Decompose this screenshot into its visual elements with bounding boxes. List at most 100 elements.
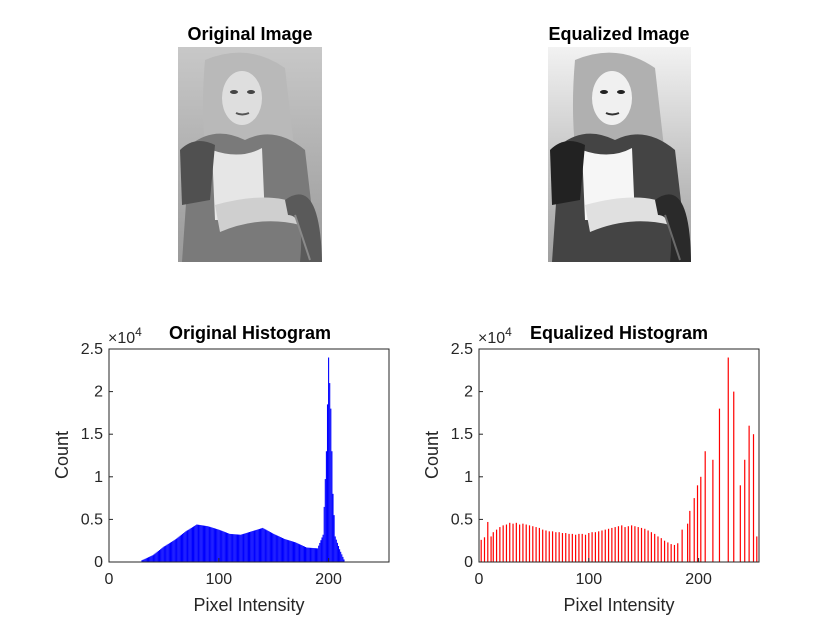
equalized-histogram-bar [618,526,619,562]
equalized-histogram-bar [578,534,579,562]
original-histogram-bar [240,535,241,562]
equalized-histogram-bar [496,530,497,562]
original-histogram-y-tick-label: 0.5 [81,511,103,528]
original-histogram-bar [297,543,298,562]
equalized-histogram-bar [588,533,589,562]
equalized-histogram-bar [499,527,500,562]
original-histogram-bar [211,527,212,562]
original-histogram-bar [172,541,173,562]
original-image-title: Original Image [187,24,312,44]
original-histogram-bar [189,529,190,562]
original-histogram-bar [169,543,170,562]
equalized-histogram-bar [621,525,622,562]
original-histogram-bar [318,546,319,562]
original-histogram-bar [274,534,275,562]
original-histogram-bar [229,534,230,562]
original-histogram-y-tick-label: 1.5 [81,426,103,443]
equalized-histogram-bar [712,460,713,562]
equalized-histogram-bar [595,532,596,562]
equalized-histogram-bar [719,409,720,562]
original-histogram-bar [184,532,185,562]
equalized-histogram-bar [689,511,690,562]
original-histogram-title: Original Histogram [169,323,331,343]
equalized-histogram-bar [654,534,655,562]
original-histogram-bar [156,553,157,562]
equalized-histogram-bar [756,536,757,562]
original-histogram-bar [231,534,232,562]
original-histogram-bar [334,515,335,562]
original-histogram-bar [223,531,224,562]
original-histogram-bar [148,557,149,562]
original-histogram-bar [224,532,225,562]
original-histogram-bar [158,551,159,562]
original-histogram-bar [325,479,326,562]
equalized-histogram-bar [740,485,741,562]
original-histogram-bar [217,529,218,562]
original-histogram-bar [226,533,227,562]
original-histogram-bar [327,404,328,562]
original-histogram-y-tick-label: 1 [94,469,103,486]
original-histogram-bar [146,558,147,562]
original-histogram-bar [332,494,333,562]
original-histogram-bar [213,528,214,562]
equalized-histogram-bar [611,528,612,562]
equalized-histogram-bar [549,531,550,562]
original-histogram-bar [249,532,250,562]
original-histogram-bar [155,553,156,562]
original-histogram-bar [233,534,234,562]
original-histogram-bar [330,409,331,562]
original-histogram-bar [306,548,307,562]
equalized-histogram-bar [555,532,556,562]
original-histogram-bar [222,531,223,562]
original-histogram-bar [246,533,247,562]
original-histogram-bar [247,533,248,562]
original-histogram-bar [166,545,167,562]
equalized-histogram-bar [651,532,652,562]
original-histogram-bar [320,540,321,562]
equalized-histogram-bar [641,528,642,562]
original-histogram-bar [159,550,160,562]
equalized-histogram-bar [535,527,536,562]
equalized-histogram-y-tick-label: 1.5 [451,426,473,443]
original-histogram-bar [234,534,235,562]
equalized-histogram: ×104 Equalized Histogram 0 0.5 1 1.5 2 2.5 0 1… [422,323,759,615]
original-histogram-bar [254,530,255,562]
original-histogram-bar [167,545,168,562]
original-histogram-bar [296,543,297,562]
equalized-histogram-bar [568,534,569,562]
original-histogram-bar [193,527,194,562]
original-histogram-bar [315,548,316,562]
equalized-histogram-bar [638,527,639,562]
original-histogram-bar [206,526,207,562]
original-histogram-bar [157,552,158,562]
original-histogram-y-tick-label: 2.5 [81,341,103,358]
original-histogram-bar [301,545,302,562]
original-histogram-bar [323,535,324,562]
original-histogram-bar [202,525,203,562]
original-histogram-bar [191,528,192,562]
original-histogram-bar [280,537,281,562]
original-histogram-bar [216,529,217,562]
equalized-histogram-bar [700,477,701,562]
original-histogram: ×104 Original Histogram 00.511.522.5 0 10… [52,323,389,615]
original-histogram-bar [309,548,310,562]
original-histogram-bar [258,529,259,562]
original-histogram-x-tick-label: 100 [205,571,232,588]
original-histogram-bar [153,554,154,562]
original-histogram-bar [207,526,208,562]
original-histogram-bar [150,556,151,562]
equalized-histogram-bar [575,535,576,562]
original-histogram-bar [312,548,313,562]
original-histogram-bar [242,534,243,562]
equalized-histogram-bar [519,525,520,562]
original-histogram-bar [324,507,325,562]
equalized-histogram-bar [733,392,734,562]
original-histogram-x-label: Pixel Intensity [193,595,304,615]
original-histogram-bar [310,548,311,562]
original-histogram-bars [141,358,344,562]
equalized-histogram-bar [582,534,583,562]
original-histogram-bar [256,530,257,562]
equalized-histogram-bar [552,531,553,562]
equalized-histogram-y-label: Count [422,431,442,479]
equalized-histogram-bar [512,524,513,562]
